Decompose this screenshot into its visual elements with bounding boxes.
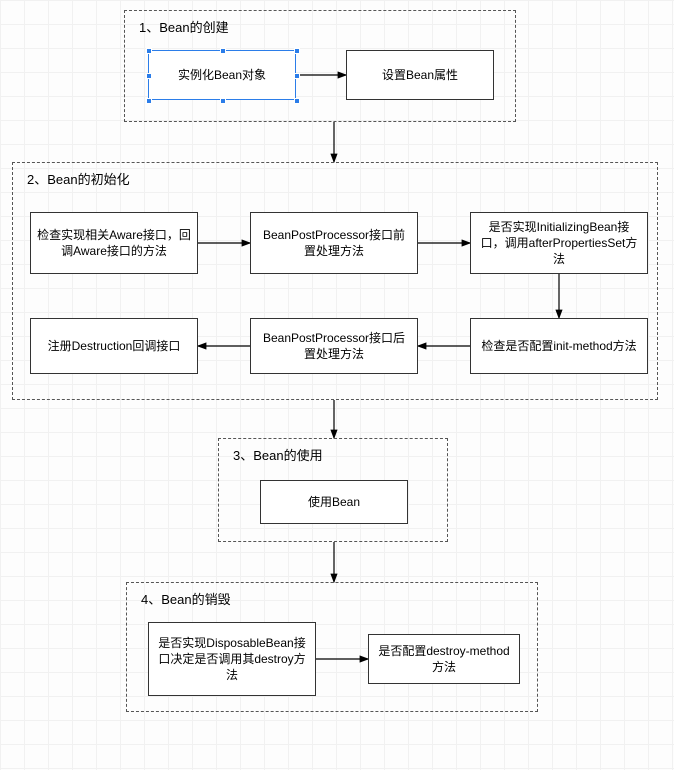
node-n11[interactable]: 是否配置destroy-method方法 bbox=[368, 634, 520, 684]
node-n8[interactable]: 注册Destruction回调接口 bbox=[30, 318, 198, 374]
stage-title: 3、Bean的使用 bbox=[233, 445, 323, 464]
node-label: BeanPostProcessor接口前置处理方法 bbox=[257, 227, 411, 259]
stage-title: 4、Bean的销毁 bbox=[141, 589, 231, 608]
selection-handle[interactable] bbox=[294, 98, 300, 104]
node-label: 是否配置destroy-method方法 bbox=[375, 643, 513, 675]
node-n9[interactable]: 使用Bean bbox=[260, 480, 408, 524]
node-n1[interactable]: 实例化Bean对象 bbox=[148, 50, 296, 100]
node-n3[interactable]: 检查实现相关Aware接口，回调Aware接口的方法 bbox=[30, 212, 198, 274]
node-n10[interactable]: 是否实现DisposableBean接口决定是否调用其destroy方法 bbox=[148, 622, 316, 696]
selection-handle[interactable] bbox=[294, 73, 300, 79]
selection-handle[interactable] bbox=[146, 48, 152, 54]
selection-handle[interactable] bbox=[146, 73, 152, 79]
node-label: 是否实现DisposableBean接口决定是否调用其destroy方法 bbox=[155, 635, 309, 684]
node-n4[interactable]: BeanPostProcessor接口前置处理方法 bbox=[250, 212, 418, 274]
node-n7[interactable]: BeanPostProcessor接口后置处理方法 bbox=[250, 318, 418, 374]
node-label: 检查实现相关Aware接口，回调Aware接口的方法 bbox=[37, 227, 191, 259]
node-label: 使用Bean bbox=[308, 494, 360, 510]
selection-handle[interactable] bbox=[294, 48, 300, 54]
selection-handle[interactable] bbox=[220, 48, 226, 54]
node-label: BeanPostProcessor接口后置处理方法 bbox=[257, 330, 411, 362]
selection-handle[interactable] bbox=[220, 98, 226, 104]
stage-title: 1、Bean的创建 bbox=[139, 17, 229, 36]
node-label: 实例化Bean对象 bbox=[178, 67, 266, 83]
node-label: 是否实现InitializingBean接口，调用afterProperties… bbox=[477, 219, 641, 268]
selection-handle[interactable] bbox=[146, 98, 152, 104]
node-n2[interactable]: 设置Bean属性 bbox=[346, 50, 494, 100]
node-label: 注册Destruction回调接口 bbox=[48, 338, 181, 354]
node-label: 检查是否配置init-method方法 bbox=[481, 338, 636, 354]
node-n5[interactable]: 是否实现InitializingBean接口，调用afterProperties… bbox=[470, 212, 648, 274]
node-label: 设置Bean属性 bbox=[382, 67, 458, 83]
stage-title: 2、Bean的初始化 bbox=[27, 169, 130, 188]
node-n6[interactable]: 检查是否配置init-method方法 bbox=[470, 318, 648, 374]
